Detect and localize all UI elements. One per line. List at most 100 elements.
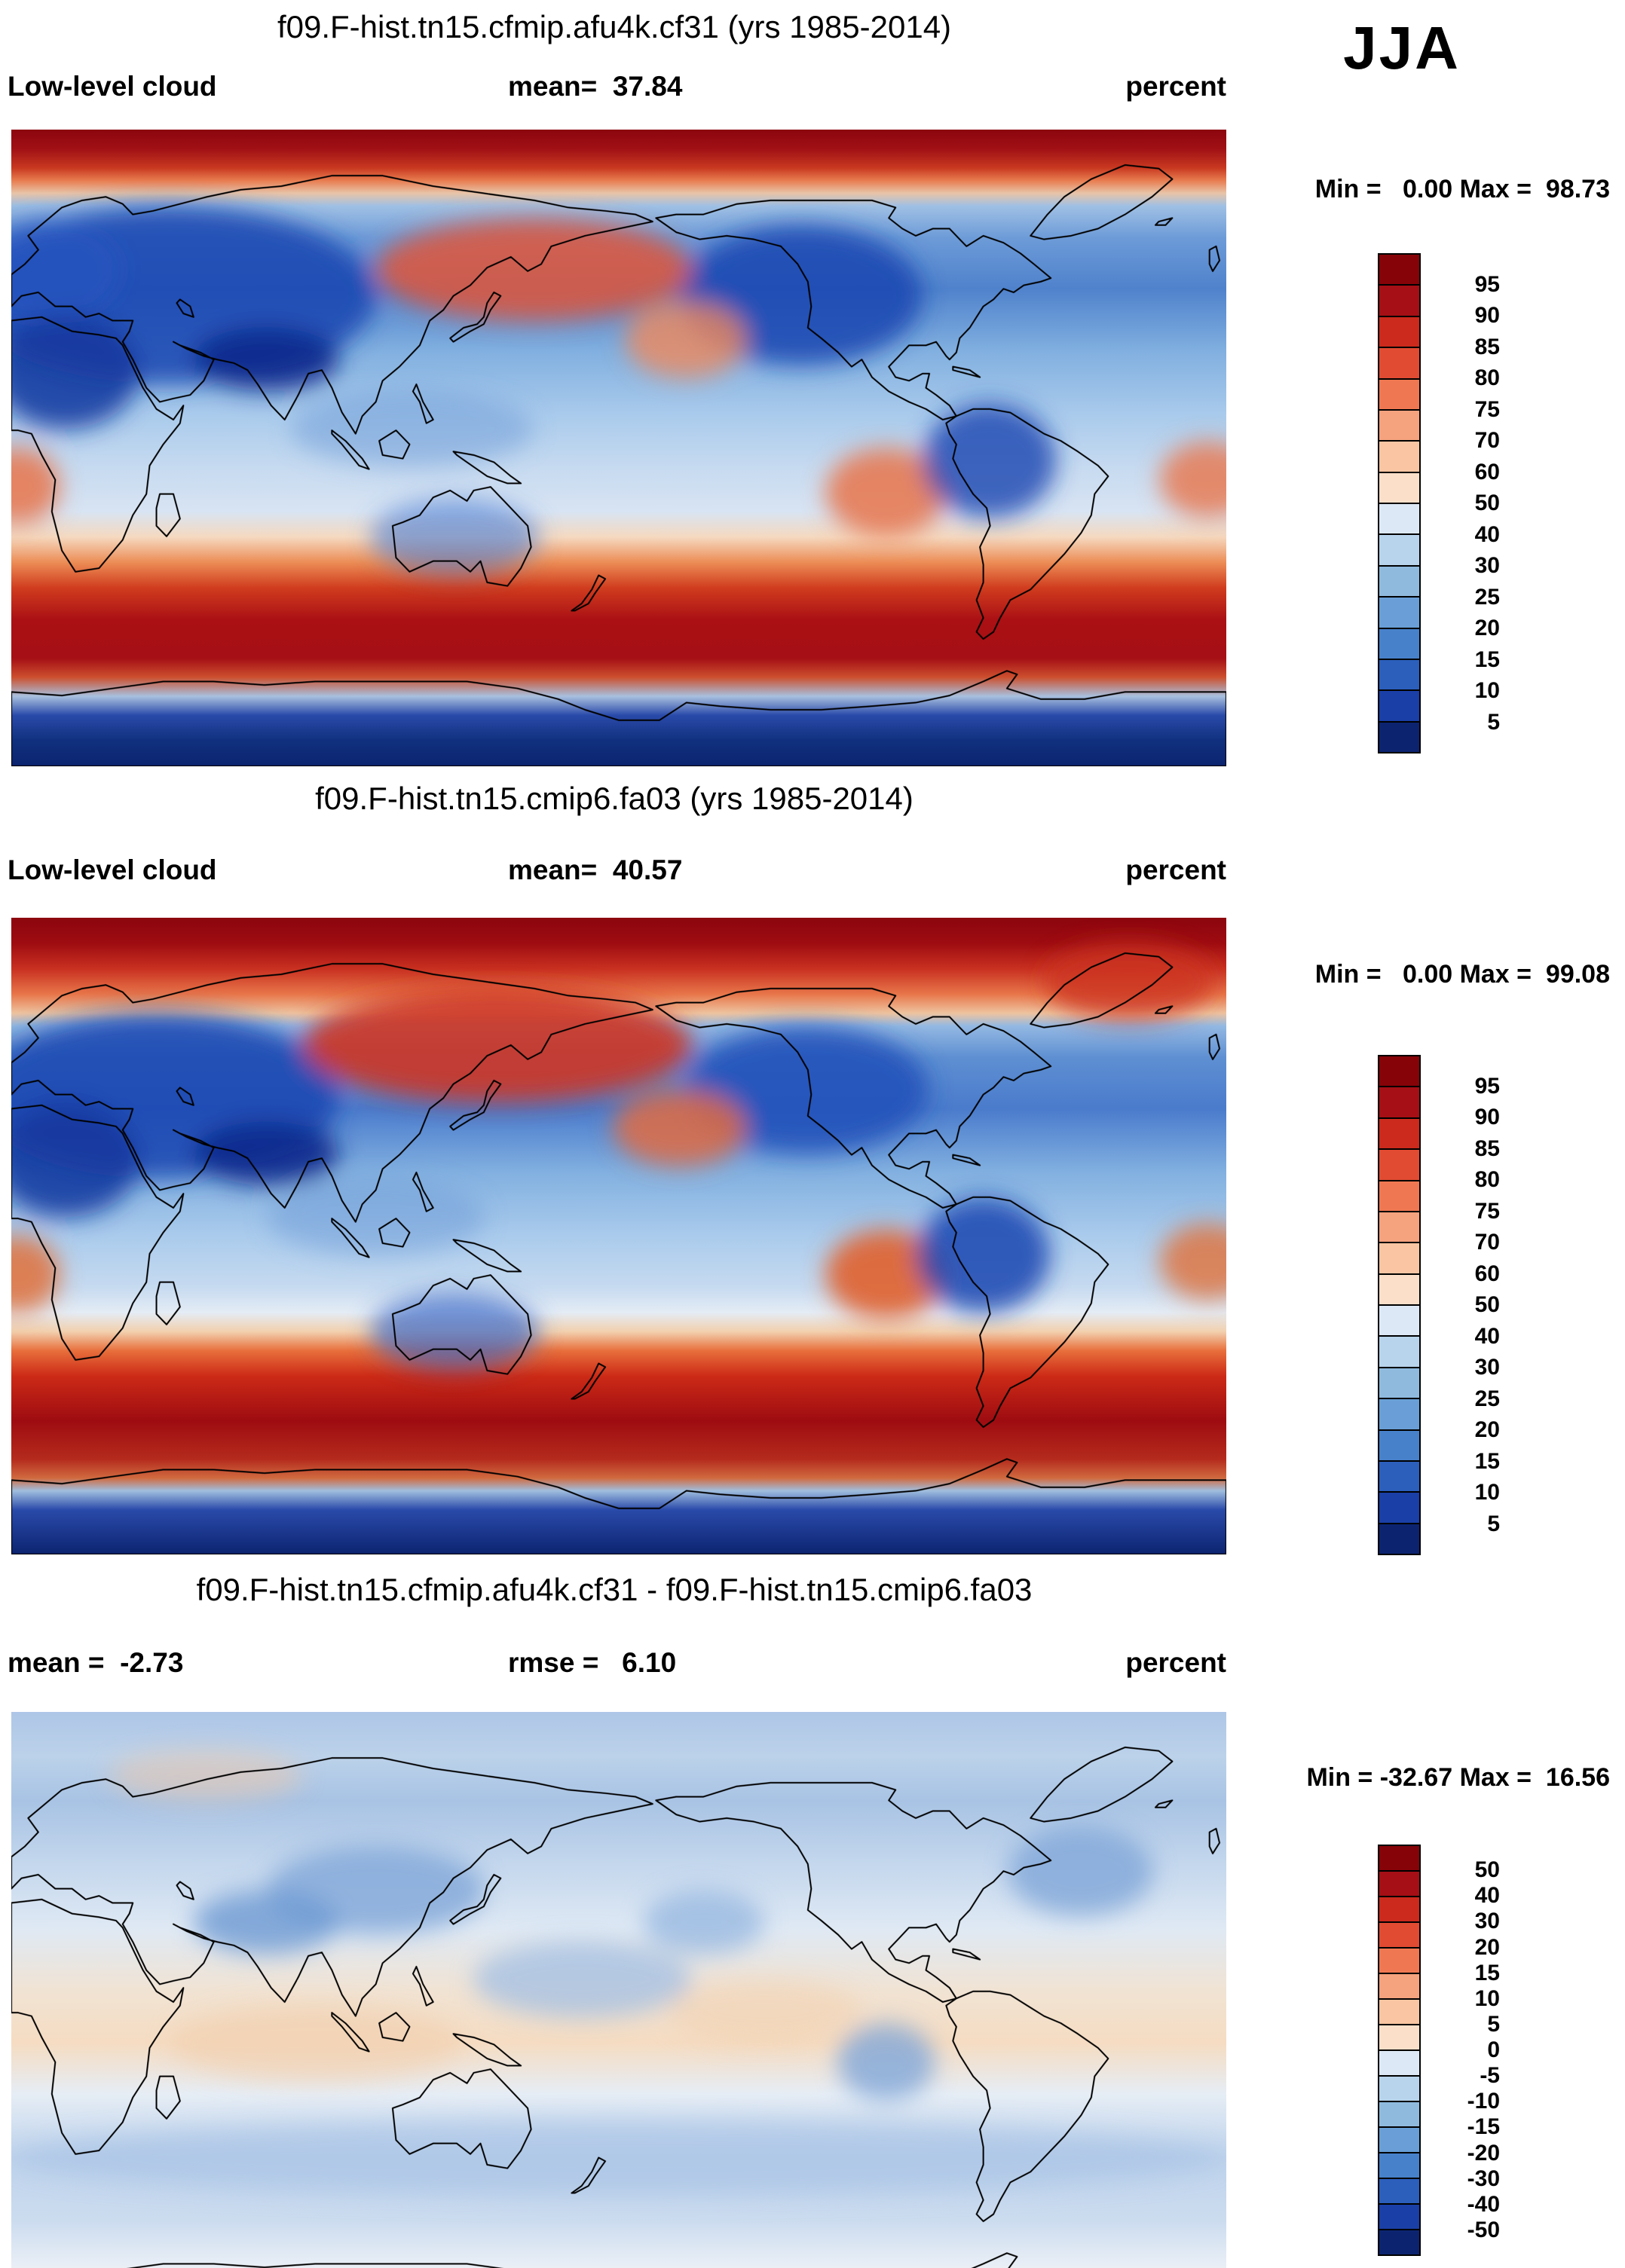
colorbar-segment [1379,1210,1419,1243]
colorbar-segment [1379,689,1419,721]
colorbar-segment [1379,284,1419,316]
colorbar-segment [1379,627,1419,659]
colorbar-segment [1379,347,1419,378]
colorbar-tick-label: -50 [1467,2217,1500,2242]
colorbar-segment [1379,471,1419,503]
panel2-mean-stat: mean= 40.57 [508,854,683,885]
colorbar-tick-label: 50 [1474,1857,1500,1883]
colorbar-tick-label: 20 [1474,1934,1500,1960]
colorbar [1378,1845,1421,2256]
colorbar-segment [1379,408,1419,441]
colorbar-segment [1379,1973,1419,1998]
colorbar-tick-label: 10 [1474,1985,1500,2011]
panel2-map [11,918,1226,1554]
colorbar-tick-label: 50 [1474,491,1500,515]
panel2-title: f09.F-hist.tn15.cmip6.fa03 (yrs 1985-201… [315,781,913,816]
colorbar-tick-label: 75 [1474,1198,1500,1224]
colorbar-segment [1379,1148,1419,1180]
colorbar-tick-label: 40 [1474,1323,1500,1349]
panel2-minmax: Min = 0.00 Max = 99.08 [1314,960,1610,989]
colorbar-tick-label: 90 [1474,303,1500,328]
colorbar-tick-label: 90 [1474,1105,1500,1129]
colorbar [1378,1055,1421,1555]
panel1-map [11,130,1226,766]
colorbar-tick-label: 10 [1474,678,1500,703]
colorbar-tick-label: 85 [1474,1136,1500,1161]
colorbar-tick-label: -15 [1467,2114,1500,2140]
colorbar-tick-label: 80 [1474,365,1500,390]
colorbar-tick-label: 30 [1474,553,1500,578]
colorbar-tick-label: -5 [1480,2063,1500,2089]
colorbar-segment [1379,315,1419,347]
colorbar-tick-label: -10 [1467,2089,1500,2114]
colorbar-segment [1379,2178,1419,2203]
colorbar-tick-label: 5 [1487,709,1500,735]
season-label: JJA [1343,14,1461,81]
colorbar-tick-label: 95 [1474,1073,1500,1099]
colorbar-tick-label: 50 [1474,1292,1500,1317]
colorbar-labels: 95 90 85 80 75 70 60 50 40 30 25 20 15 10 5 [1428,253,1500,753]
colorbar-tick-label: -20 [1467,2140,1500,2166]
colorbar-segment [1379,1179,1419,1211]
panel3-difference-map [11,1712,1226,2268]
colorbar-segment [1379,2229,1419,2254]
panel3-rmse-stat: rmse = 6.10 [508,1647,677,1678]
colorbar-tick-label: 15 [1474,1448,1500,1474]
colorbar-segment [1379,1947,1419,1973]
colorbar-tick-label: 5 [1487,2011,1500,2037]
colorbar-tick-label: 15 [1474,646,1500,672]
colorbar-segment [1379,1460,1419,1492]
colorbar-segment [1379,2101,1419,2126]
colorbar-tick-label: 95 [1474,271,1500,297]
panel2-variable-label: Low-level cloud [8,854,217,885]
colorbar-labels: 95 90 85 80 75 70 60 50 40 30 25 20 15 10 5 [1428,1055,1500,1555]
panel1-variable-label: Low-level cloud [8,71,217,102]
colorbar-tick-label: 75 [1474,396,1500,422]
colorbar-tick-label: 40 [1474,521,1500,547]
colorbar-tick-label: 40 [1474,1883,1500,1909]
colorbar-tick-label: 5 [1487,1511,1500,1536]
colorbar-segment [1379,1429,1419,1460]
colorbar-tick-label: -30 [1467,2166,1500,2191]
colorbar-segment [1379,2203,1419,2229]
colorbar-tick-label: 20 [1474,1417,1500,1442]
colorbar-segment [1379,533,1419,565]
colorbar-tick-label: 20 [1474,616,1500,640]
panel1-title: f09.F-hist.tn15.cfmip.afu4k.cf31 (yrs 19… [277,9,952,44]
colorbar-segment [1379,720,1419,752]
colorbar-segment [1379,1273,1419,1304]
colorbar-segment [1379,1117,1419,1149]
colorbar-segment [1379,596,1419,628]
colorbar-segment [1379,1242,1419,1273]
panel2-colorbar: 95 90 85 80 75 70 60 50 40 30 25 20 15 10 5 [1378,1055,1559,1555]
colorbar-segment [1379,1056,1419,1087]
colorbar-segment [1379,1896,1419,1921]
colorbar-segment [1379,255,1419,285]
colorbar-tick-label: 15 [1474,1960,1500,1985]
panel1-units-label: percent [1125,71,1226,102]
colorbar-tick-label: 25 [1474,584,1500,610]
colorbar-segment [1379,658,1419,690]
panel2-units-label: percent [1125,854,1226,885]
colorbar-tick-label: 70 [1474,428,1500,453]
colorbar-segment [1379,1335,1419,1367]
colorbar-segment [1379,1998,1419,2024]
colorbar-tick-label: 30 [1474,1909,1500,1934]
panel1-minmax: Min = 0.00 Max = 98.73 [1314,175,1610,203]
colorbar-segment [1379,1870,1419,1896]
colorbar-tick-label: 60 [1474,1261,1500,1286]
colorbar-segment [1379,1522,1419,1554]
colorbar-tick-label: 85 [1474,334,1500,359]
colorbar-segment [1379,1366,1419,1398]
colorbar-tick-label: 10 [1474,1480,1500,1505]
colorbar-segment [1379,564,1419,597]
panel3-minmax: Min = -32.67 Max = 16.56 [1306,1763,1610,1792]
colorbar-segment [1379,377,1419,409]
colorbar-segment [1379,1304,1419,1336]
colorbar-tick-label: 0 [1487,2037,1500,2062]
colorbar-segment [1379,503,1419,534]
colorbar-tick-label: 80 [1474,1167,1500,1192]
colorbar-segment [1379,440,1419,472]
colorbar-segment [1379,2075,1419,2101]
